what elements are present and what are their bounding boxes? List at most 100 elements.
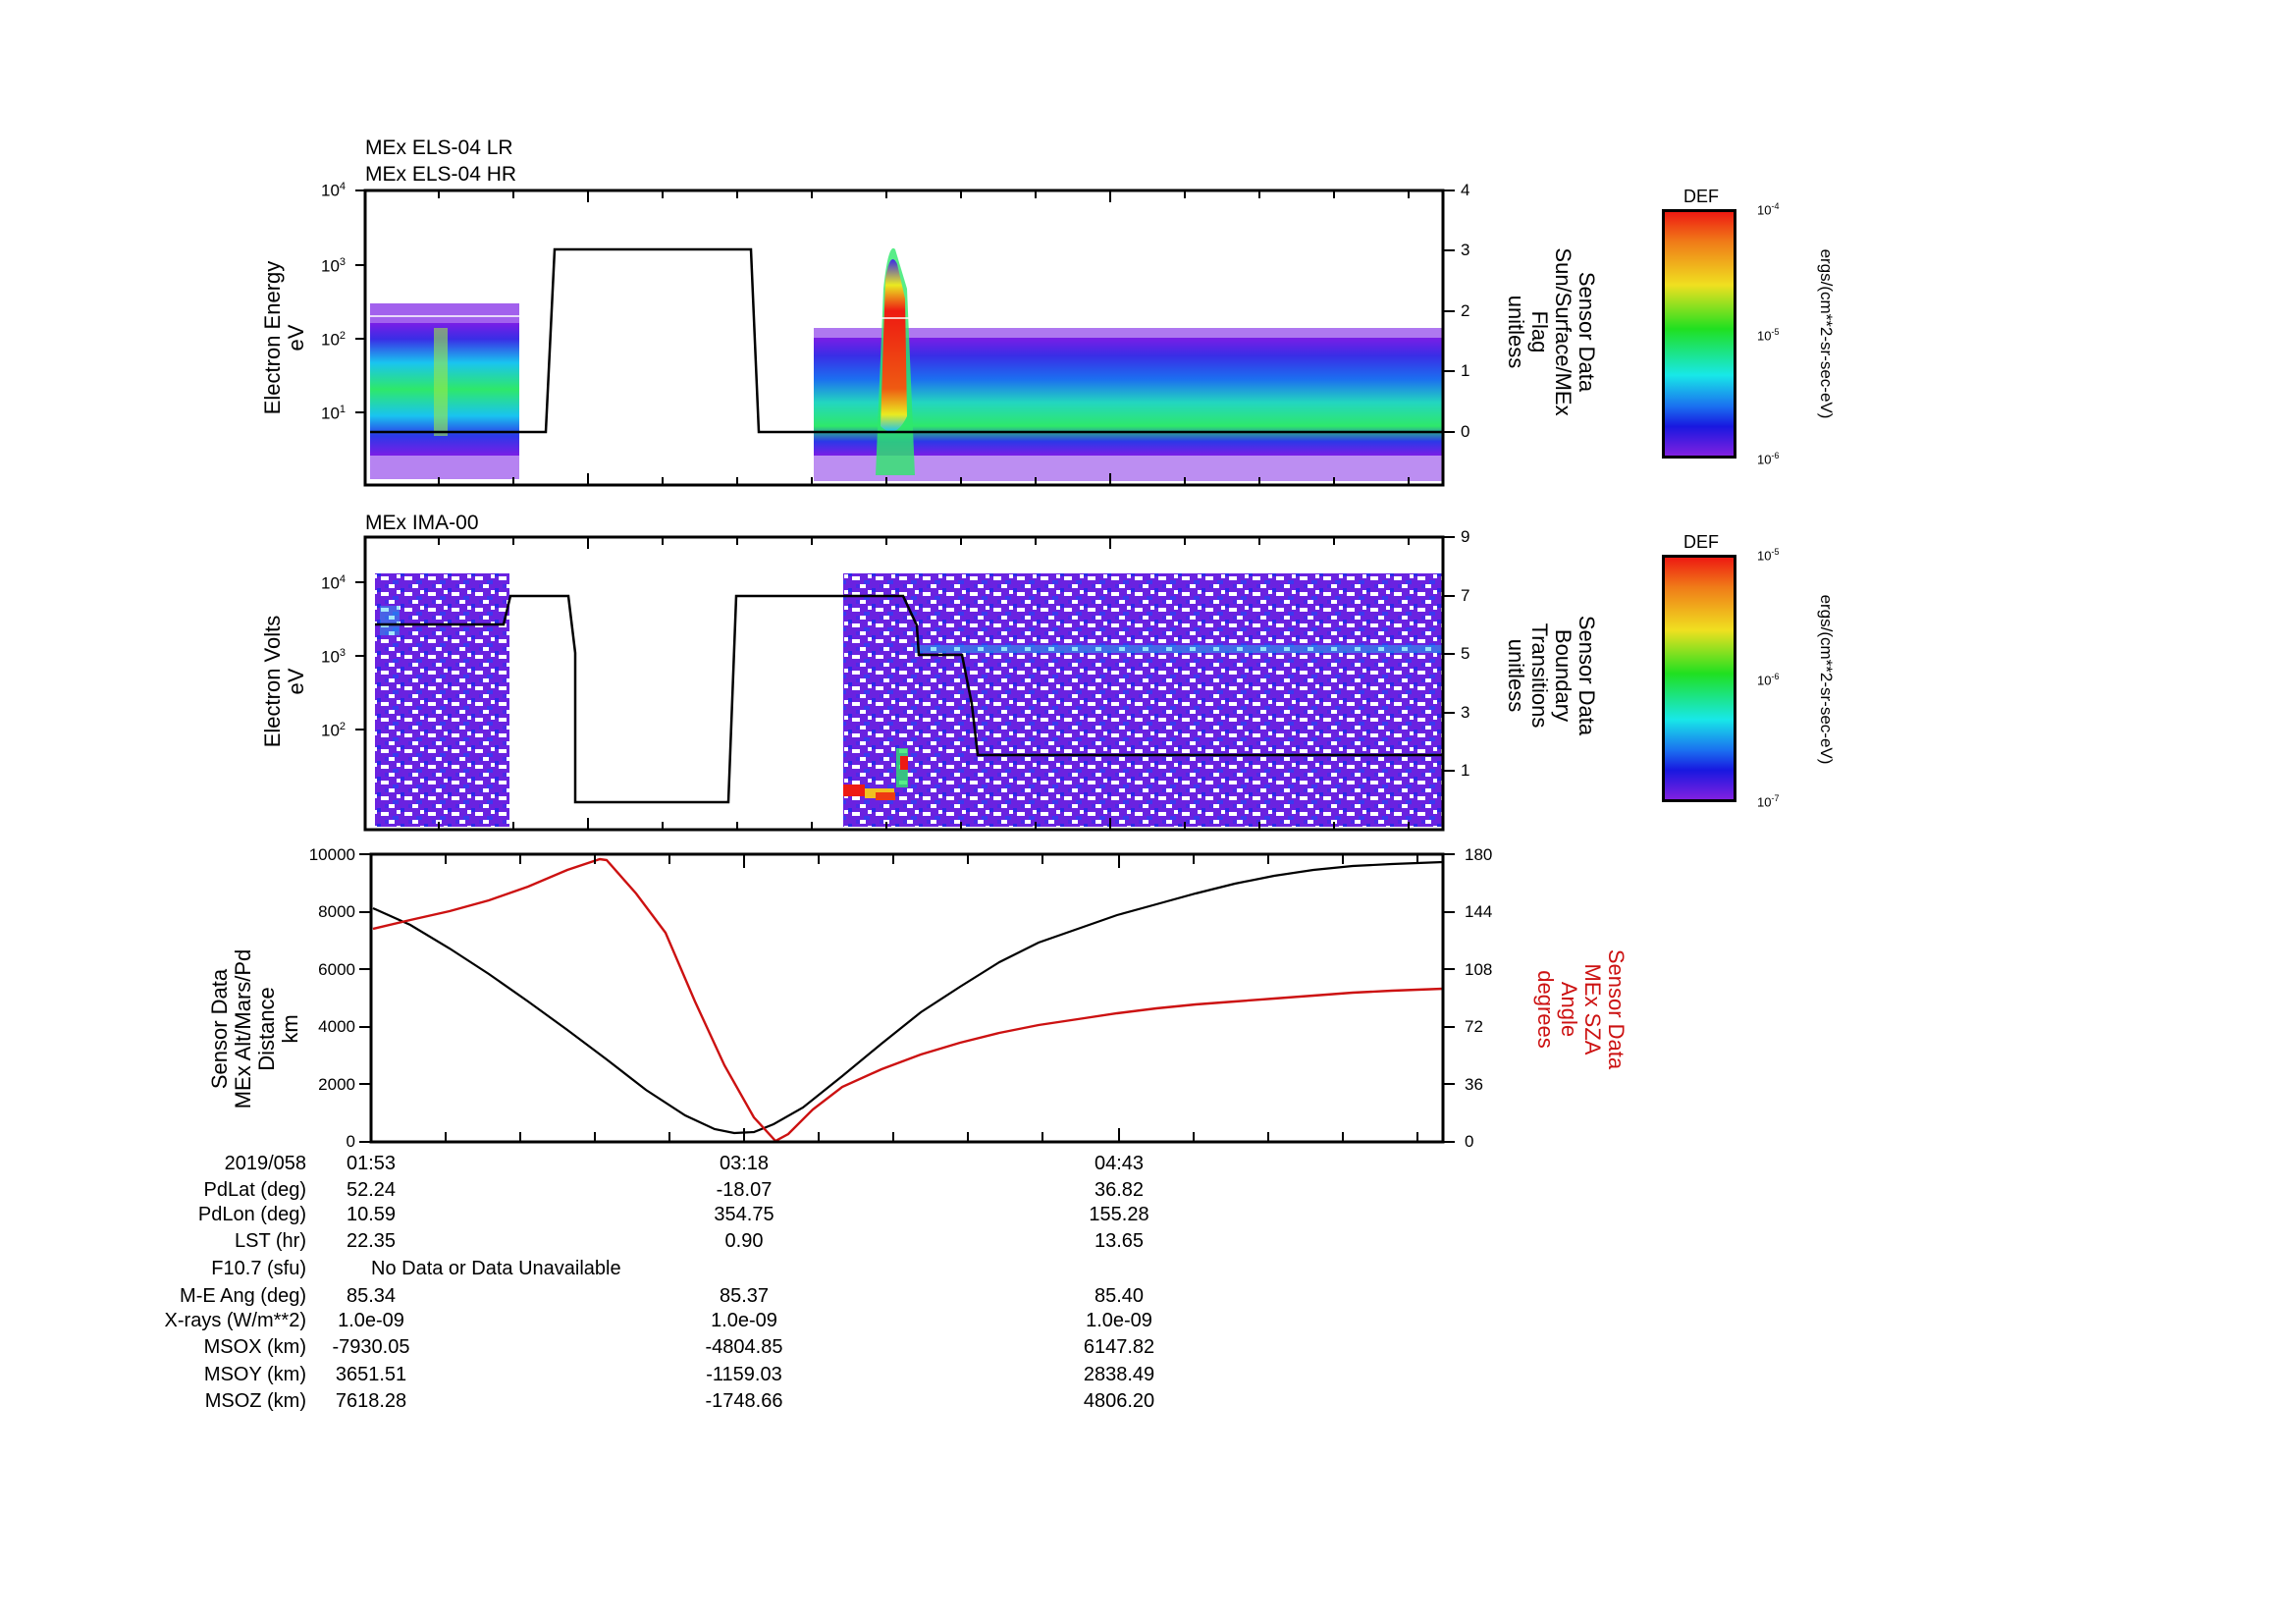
ima-spectrogram: [355, 535, 1455, 832]
els-rtick-4: 4: [1461, 181, 1470, 199]
orbit-ytick-2000: 2000: [318, 1075, 355, 1094]
els-rlabel-line: unitless: [1504, 295, 1528, 369]
ima-rlabel-line: Sensor Data: [1575, 615, 1599, 736]
orbit-y-axis-label: Sensor Data MEx Alt/Mars/Pd Distance km: [207, 911, 302, 1147]
els-right-axis-label: Sensor Data Sun/Surface/MEx Flag unitles…: [1504, 234, 1599, 430]
orbit-ylabel-line: MEx Alt/Mars/Pd: [231, 948, 255, 1109]
orbit-ytick-6000: 6000: [318, 960, 355, 979]
row-label-msox: MSOX (km): [203, 1336, 306, 1358]
row-msox-val-1: -7930.05: [332, 1336, 410, 1358]
els-rlabel-line: Sun/Surface/MEx: [1551, 247, 1575, 416]
row-msoz-val-2: -1748.66: [705, 1390, 783, 1412]
row-pdlat-val-1: 52.24: [346, 1179, 397, 1201]
row-label-pdlat: PdLat (deg): [203, 1179, 306, 1201]
row-f107-val: No Data or Data Unavailable: [371, 1258, 621, 1279]
els-ytick-1e4: 104: [321, 181, 347, 200]
ima-rtick-1: 1: [1461, 761, 1470, 780]
orbit-ylabel-line: Sensor Data: [207, 968, 232, 1090]
ima-rlabel-line: Boundary: [1551, 628, 1575, 723]
altitude-line: [372, 860, 1444, 1135]
orbit-ytick-4000: 4000: [318, 1017, 355, 1036]
row-msoy-val-1: 3651.51: [335, 1364, 407, 1385]
els-rlabel-line: Sensor Data: [1575, 271, 1599, 393]
els-rtick-0: 0: [1461, 422, 1470, 441]
row-label-msoz: MSOZ (km): [204, 1390, 306, 1412]
orbit-ytick-8000: 8000: [318, 902, 355, 921]
els-title-line-1: MEx ELS-04 LR: [365, 136, 513, 159]
colorbar-2-min: 10-7: [1757, 793, 1780, 810]
row-meang-val-3: 85.40: [1094, 1285, 1145, 1307]
orbit-rtick-0: 0: [1465, 1132, 1474, 1151]
ima-right-axis-label: Sensor Data Boundary Transitions unitles…: [1504, 577, 1599, 774]
row-label-date: 2019/058: [224, 1153, 306, 1174]
ima-rtick-7: 7: [1461, 586, 1470, 605]
row-meang-val-2: 85.37: [719, 1285, 770, 1307]
orbit-rlabel-line: MEx SZA: [1580, 963, 1605, 1055]
orbit-rtick-180: 180: [1465, 845, 1493, 864]
row-xrays-val-1: 1.0e-09: [338, 1310, 404, 1331]
ima-ytick-1e4: 104: [321, 573, 347, 593]
ima-ylabel-line: Electron Volts: [260, 615, 285, 748]
row-label-msoy: MSOY (km): [203, 1364, 306, 1385]
ima-rlabel-line: unitless: [1504, 638, 1528, 713]
orbit-rlabel-line: degrees: [1533, 970, 1558, 1049]
row-msox-val-2: -4804.85: [705, 1336, 783, 1358]
row-xrays-val-2: 1.0e-09: [711, 1310, 777, 1331]
row-date-val-2: 03:18: [719, 1153, 770, 1174]
els-spectrogram: [355, 189, 1455, 487]
els-ytick-1e3: 103: [321, 256, 347, 276]
els-rtick-2: 2: [1461, 301, 1470, 320]
row-label-lst: LST (hr): [235, 1230, 306, 1252]
colorbar-2: [1662, 555, 1736, 802]
ima-title: MEx IMA-00: [365, 512, 479, 534]
row-msoy-val-2: -1159.03: [706, 1364, 782, 1385]
ima-ytick-1e2: 102: [321, 721, 347, 740]
els-rtick-3: 3: [1461, 241, 1470, 259]
row-pdlat-val-3: 36.82: [1094, 1179, 1145, 1201]
row-xrays-val-3: 1.0e-09: [1086, 1310, 1152, 1331]
row-msox-val-3: 6147.82: [1083, 1336, 1155, 1358]
row-pdlon-val-3: 155.28: [1089, 1204, 1149, 1225]
orbit-ytick-10000: 10000: [308, 845, 355, 864]
ima-rtick-5: 5: [1461, 644, 1470, 663]
row-pdlat-val-2: -18.07: [716, 1179, 773, 1201]
orbit-ylabel-line: Distance: [254, 987, 279, 1071]
els-ylabel-unit: eV: [284, 324, 308, 352]
colorbar-2-max: 10-5: [1757, 547, 1780, 564]
row-pdlon-val-2: 354.75: [714, 1204, 774, 1225]
orbit-rlabel-line: Angle: [1557, 981, 1581, 1038]
row-msoy-val-3: 2838.49: [1083, 1364, 1155, 1385]
ima-y-axis-label: Electron Volts eV: [260, 593, 308, 770]
row-msoz-val-1: 7618.28: [335, 1390, 407, 1412]
orbit-rtick-144: 144: [1465, 902, 1493, 921]
els-rtick-1: 1: [1461, 361, 1470, 380]
colorbar-1-mid: 10-5: [1757, 327, 1780, 344]
els-y-axis-label: Electron Energy eV: [260, 249, 308, 426]
row-label-xrays: X-rays (W/m**2): [164, 1310, 306, 1331]
orbit-ytick-0: 0: [346, 1132, 355, 1151]
ima-ytick-1e3: 103: [321, 647, 347, 667]
orbit-line-plot: [359, 852, 1455, 1144]
orbit-ylabel-line: km: [278, 1014, 302, 1044]
sza-line: [372, 857, 1444, 1143]
ima-ylabel-unit: eV: [284, 668, 308, 695]
colorbar-1-max: 10-4: [1757, 201, 1780, 218]
orbit-rtick-36: 36: [1465, 1075, 1483, 1094]
els-title-line-2: MEx ELS-04 HR: [365, 163, 517, 186]
colorbar-1-min: 10-6: [1757, 451, 1780, 467]
row-label-meang: M-E Ang (deg): [180, 1285, 306, 1307]
colorbar-1: [1662, 209, 1736, 459]
row-label-pdlon: PdLon (deg): [197, 1204, 306, 1225]
els-ytick-1e2: 102: [321, 330, 347, 350]
row-date-val-1: 01:53: [346, 1153, 397, 1174]
ima-rtick-9: 9: [1461, 527, 1470, 546]
ima-rtick-3: 3: [1461, 703, 1470, 722]
row-meang-val-1: 85.34: [346, 1285, 397, 1307]
row-lst-val-2: 0.90: [724, 1230, 764, 1252]
orbit-rlabel-line: Sensor Data: [1604, 948, 1629, 1070]
colorbar-1-title: DEF: [1683, 187, 1719, 206]
row-lst-val-3: 13.65: [1094, 1230, 1145, 1252]
els-ylabel-line: Electron Energy: [260, 260, 285, 415]
orbit-rtick-72: 72: [1465, 1017, 1483, 1036]
row-lst-val-1: 22.35: [346, 1230, 397, 1252]
